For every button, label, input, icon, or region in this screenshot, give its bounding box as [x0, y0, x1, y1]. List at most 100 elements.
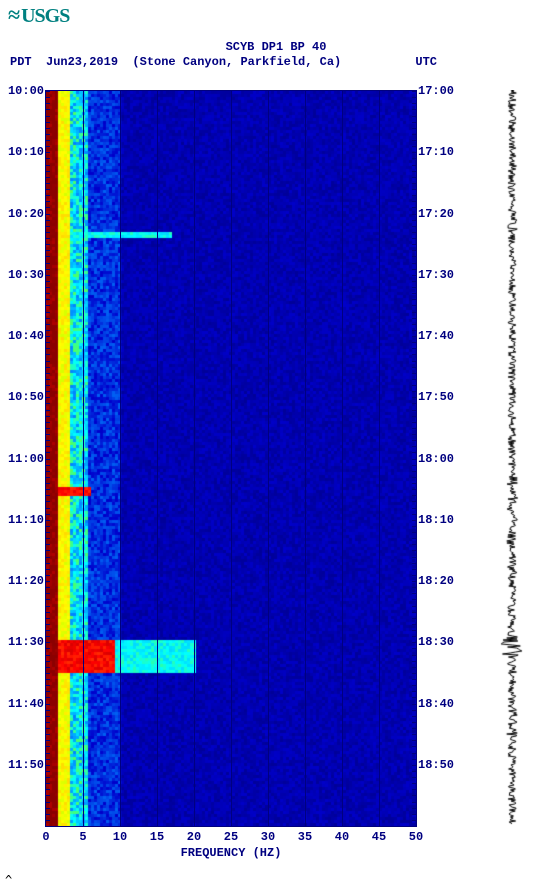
minor-tick	[412, 134, 416, 135]
minor-tick	[46, 465, 50, 466]
minor-tick	[412, 373, 416, 374]
minor-tick	[412, 256, 416, 257]
minor-tick	[412, 354, 416, 355]
y-tick-right: 18:50	[416, 758, 454, 772]
minor-tick	[412, 103, 416, 104]
minor-tick	[46, 397, 50, 398]
minor-tick	[46, 783, 50, 784]
minor-tick	[46, 753, 50, 754]
minor-tick	[412, 336, 416, 337]
minor-tick	[46, 367, 50, 368]
grid-line	[342, 91, 343, 826]
minor-tick	[46, 330, 50, 331]
minor-tick	[412, 201, 416, 202]
minor-tick	[412, 587, 416, 588]
minor-tick	[46, 318, 50, 319]
minor-tick	[46, 220, 50, 221]
minor-tick	[412, 697, 416, 698]
y-tick-right: 17:10	[416, 145, 454, 159]
minor-tick	[46, 281, 50, 282]
date-location-line: PDT Jun23,2019 (Stone Canyon, Parkfield,…	[10, 55, 440, 69]
y-tick-left: 10:40	[8, 329, 46, 343]
minor-tick	[412, 416, 416, 417]
y-tick-left: 10:00	[8, 84, 46, 98]
minor-tick	[46, 354, 50, 355]
usgs-logo: USGS	[8, 2, 69, 28]
minor-tick	[412, 704, 416, 705]
minor-tick	[412, 250, 416, 251]
minor-tick	[46, 569, 50, 570]
minor-tick	[412, 379, 416, 380]
minor-tick	[412, 642, 416, 643]
minor-tick	[412, 655, 416, 656]
minor-tick	[46, 630, 50, 631]
minor-tick	[46, 746, 50, 747]
minor-tick	[46, 177, 50, 178]
minor-tick	[412, 471, 416, 472]
minor-tick	[412, 679, 416, 680]
minor-tick	[46, 214, 50, 215]
minor-tick	[412, 214, 416, 215]
minor-tick	[46, 434, 50, 435]
minor-tick	[46, 171, 50, 172]
minor-tick	[412, 508, 416, 509]
minor-tick	[46, 550, 50, 551]
minor-tick	[46, 802, 50, 803]
x-axis-label: FREQUENCY (HZ)	[181, 846, 282, 860]
minor-tick	[46, 648, 50, 649]
minor-tick	[412, 544, 416, 545]
y-tick-left: 11:20	[8, 574, 46, 588]
minor-tick	[412, 171, 416, 172]
minor-tick	[412, 183, 416, 184]
minor-tick	[412, 802, 416, 803]
minor-tick	[412, 734, 416, 735]
y-tick-left: 11:00	[8, 452, 46, 466]
grid-line	[83, 91, 84, 826]
minor-tick	[412, 765, 416, 766]
minor-tick	[46, 446, 50, 447]
minor-tick	[46, 146, 50, 147]
minor-tick	[412, 128, 416, 129]
grid-line	[379, 91, 380, 826]
minor-tick	[412, 575, 416, 576]
minor-tick	[46, 771, 50, 772]
minor-tick	[412, 710, 416, 711]
minor-tick	[412, 771, 416, 772]
minor-tick	[46, 201, 50, 202]
minor-tick	[46, 814, 50, 815]
y-tick-left: 10:10	[8, 145, 46, 159]
station-title: SCYB DP1 BP 40	[0, 40, 552, 54]
y-tick-right: 17:00	[416, 84, 454, 98]
minor-tick	[46, 391, 50, 392]
minor-tick	[46, 165, 50, 166]
minor-tick	[412, 428, 416, 429]
minor-tick	[412, 97, 416, 98]
minor-tick	[46, 489, 50, 490]
minor-tick	[46, 342, 50, 343]
minor-tick	[46, 158, 50, 159]
minor-tick	[412, 140, 416, 141]
minor-tick	[46, 495, 50, 496]
minor-tick	[46, 416, 50, 417]
minor-tick	[412, 569, 416, 570]
minor-tick	[46, 599, 50, 600]
minor-tick	[412, 305, 416, 306]
minor-tick	[412, 759, 416, 760]
minor-tick	[46, 183, 50, 184]
minor-tick	[412, 342, 416, 343]
minor-tick	[46, 232, 50, 233]
minor-tick	[46, 459, 50, 460]
minor-tick	[412, 122, 416, 123]
minor-tick	[46, 483, 50, 484]
y-tick-right: 17:50	[416, 390, 454, 404]
minor-tick	[412, 226, 416, 227]
minor-tick	[412, 716, 416, 717]
minor-tick	[412, 348, 416, 349]
minor-tick	[412, 91, 416, 92]
minor-tick	[412, 538, 416, 539]
minor-tick	[412, 618, 416, 619]
minor-tick	[412, 563, 416, 564]
minor-tick	[46, 501, 50, 502]
minor-tick	[46, 195, 50, 196]
minor-tick	[412, 220, 416, 221]
